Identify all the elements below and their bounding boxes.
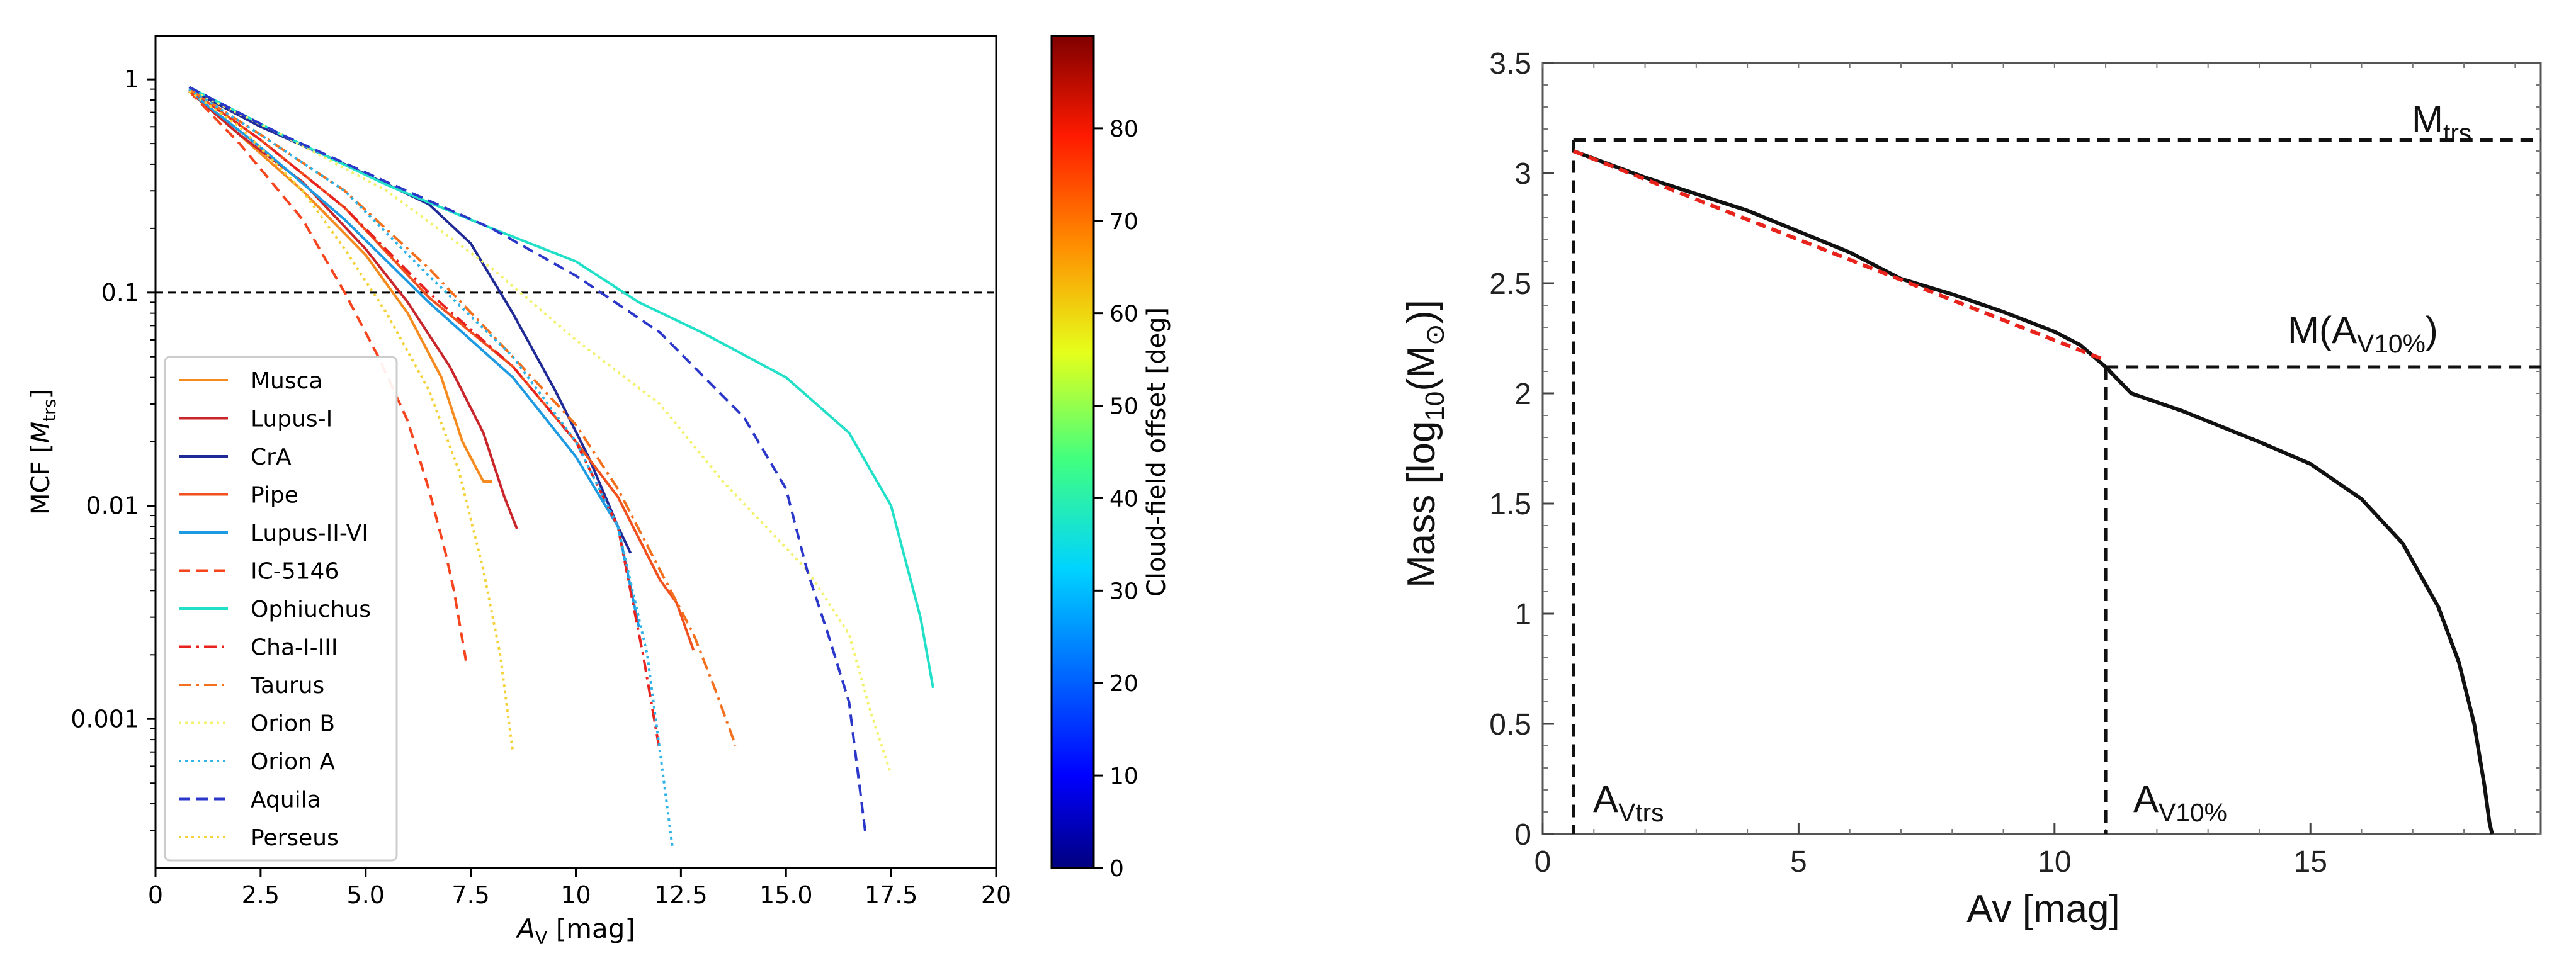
legend-label-orion-a: Orion A [251, 749, 335, 775]
series-line-pipe [188, 87, 695, 651]
legend-label-pipe: Pipe [251, 483, 298, 509]
legend-label-ic-5146: IC-5146 [251, 559, 339, 585]
m-av10-label: M(AV10%) [2288, 309, 2438, 358]
colorbar-tick-label: 10 [1109, 763, 1138, 789]
left-y-axis-label: MCF [Mtrs] [26, 389, 60, 515]
left-chart: 0 2.5 5.0 7.5 10 12.5 15.0 17.5 2010.10.010.001 … [26, 35, 1171, 949]
series-line-aquila [188, 86, 868, 837]
x-tick-label: 17.5 [865, 881, 918, 909]
y-tick-label: 1 [124, 65, 139, 93]
colorbar: 0 10 20 30 40 50 60 70 80 Cloud-field offset [de… [1050, 35, 1171, 882]
m-trs-label: Mtrs [2412, 98, 2471, 147]
y-tick-label: 0.1 [101, 279, 139, 307]
x-tick-label: 7.5 [451, 881, 489, 909]
legend-label-musca: Musca [251, 368, 323, 394]
series-line-ophiuchus [188, 86, 934, 689]
right-x-axis-label: Av [mag] [1966, 887, 2120, 931]
y-tick-label: 1 [1514, 598, 1531, 631]
av-trs-label: AVtrs [1593, 778, 1664, 827]
x-tick-label: 12.5 [654, 881, 708, 909]
y-tick-label: 2 [1514, 378, 1531, 411]
y-tick-label: 3 [1514, 157, 1531, 191]
y-tick-label: 0.01 [86, 492, 139, 520]
series-line-cha-i-iii [188, 87, 661, 753]
legend-label-ophiuchus: Ophiuchus [251, 597, 371, 622]
right-plot-frame [1541, 62, 2542, 835]
colorbar-tick-label: 20 [1109, 671, 1138, 697]
series-line-mass-curve [1572, 149, 2494, 835]
x-tick-label: 2.5 [242, 881, 280, 909]
legend-label-perseus: Perseus [251, 825, 339, 851]
y-tick-label: 0.001 [71, 705, 139, 733]
x-tick-label: 20 [981, 881, 1011, 909]
colorbar-tick-label: 70 [1109, 209, 1138, 235]
series-line-orion-a [188, 87, 674, 848]
colorbar-tick-label: 0 [1109, 856, 1124, 882]
left-series-layer [188, 86, 934, 848]
x-tick-label: 10 [560, 881, 591, 909]
series-line-orion-b [188, 87, 893, 775]
colorbar-tick-label: 80 [1109, 116, 1138, 142]
right-y-axis-label: Mass [log10(M⊙)] [1400, 300, 1450, 588]
y-tick-label: 1.5 [1489, 488, 1531, 521]
x-tick-label: 0 [148, 881, 163, 909]
y-tick-label: 2.5 [1489, 268, 1531, 301]
av-10-label: AV10% [2133, 778, 2227, 827]
colorbar-tick-label: 50 [1109, 394, 1138, 420]
legend-label-cha-i-iii: Cha-I-III [251, 635, 338, 661]
legend-label-orion-b: Orion B [251, 711, 335, 737]
x-tick-label: 0 [1535, 845, 1552, 879]
left-x-axis-label: AV [mag] [515, 913, 635, 949]
series-line-perseus [188, 90, 514, 752]
y-tick-label: 3.5 [1489, 47, 1531, 81]
x-tick-label: 15.0 [759, 881, 813, 909]
x-tick-label: 15 [2294, 845, 2327, 879]
legend-label-taurus: Taurus [250, 673, 324, 699]
legend-label-cra: CrA [251, 444, 292, 470]
series-line-musca [188, 90, 492, 483]
legend-label-aquila: Aquila [251, 787, 321, 813]
x-tick-label: 5 [1790, 845, 1807, 879]
y-tick-label: 0 [1514, 818, 1531, 852]
colorbar-tick-label: 60 [1109, 301, 1138, 327]
colorbar-gradient [1050, 35, 1095, 869]
legend-box [164, 356, 398, 862]
colorbar-tick-label: 30 [1109, 578, 1138, 604]
legend-label-lupus-ii-vi: Lupus-II-VI [251, 521, 368, 546]
left-legend: Musca Lupus-I CrA Pipe Lupus-II-VI IC-5146 Oph… [164, 356, 398, 862]
series-line-lupus-i [188, 90, 518, 529]
y-tick-label: 0.5 [1489, 708, 1531, 741]
x-tick-label: 10 [2038, 845, 2071, 879]
series-line-linear-fit [1572, 149, 2107, 363]
legend-label-lupus-i: Lupus-I [251, 407, 332, 432]
right-chart: 0 5 10 15 0 0.5 1 1.5 2 2.5 3 3.5 Mtrs M(AV10%) AVt… [1400, 47, 2542, 931]
right-series-layer [1572, 149, 2494, 835]
x-tick-label: 5.0 [347, 881, 385, 909]
colorbar-tick-label: 40 [1109, 486, 1138, 512]
colorbar-label: Cloud-field offset [deg] [1142, 307, 1171, 597]
